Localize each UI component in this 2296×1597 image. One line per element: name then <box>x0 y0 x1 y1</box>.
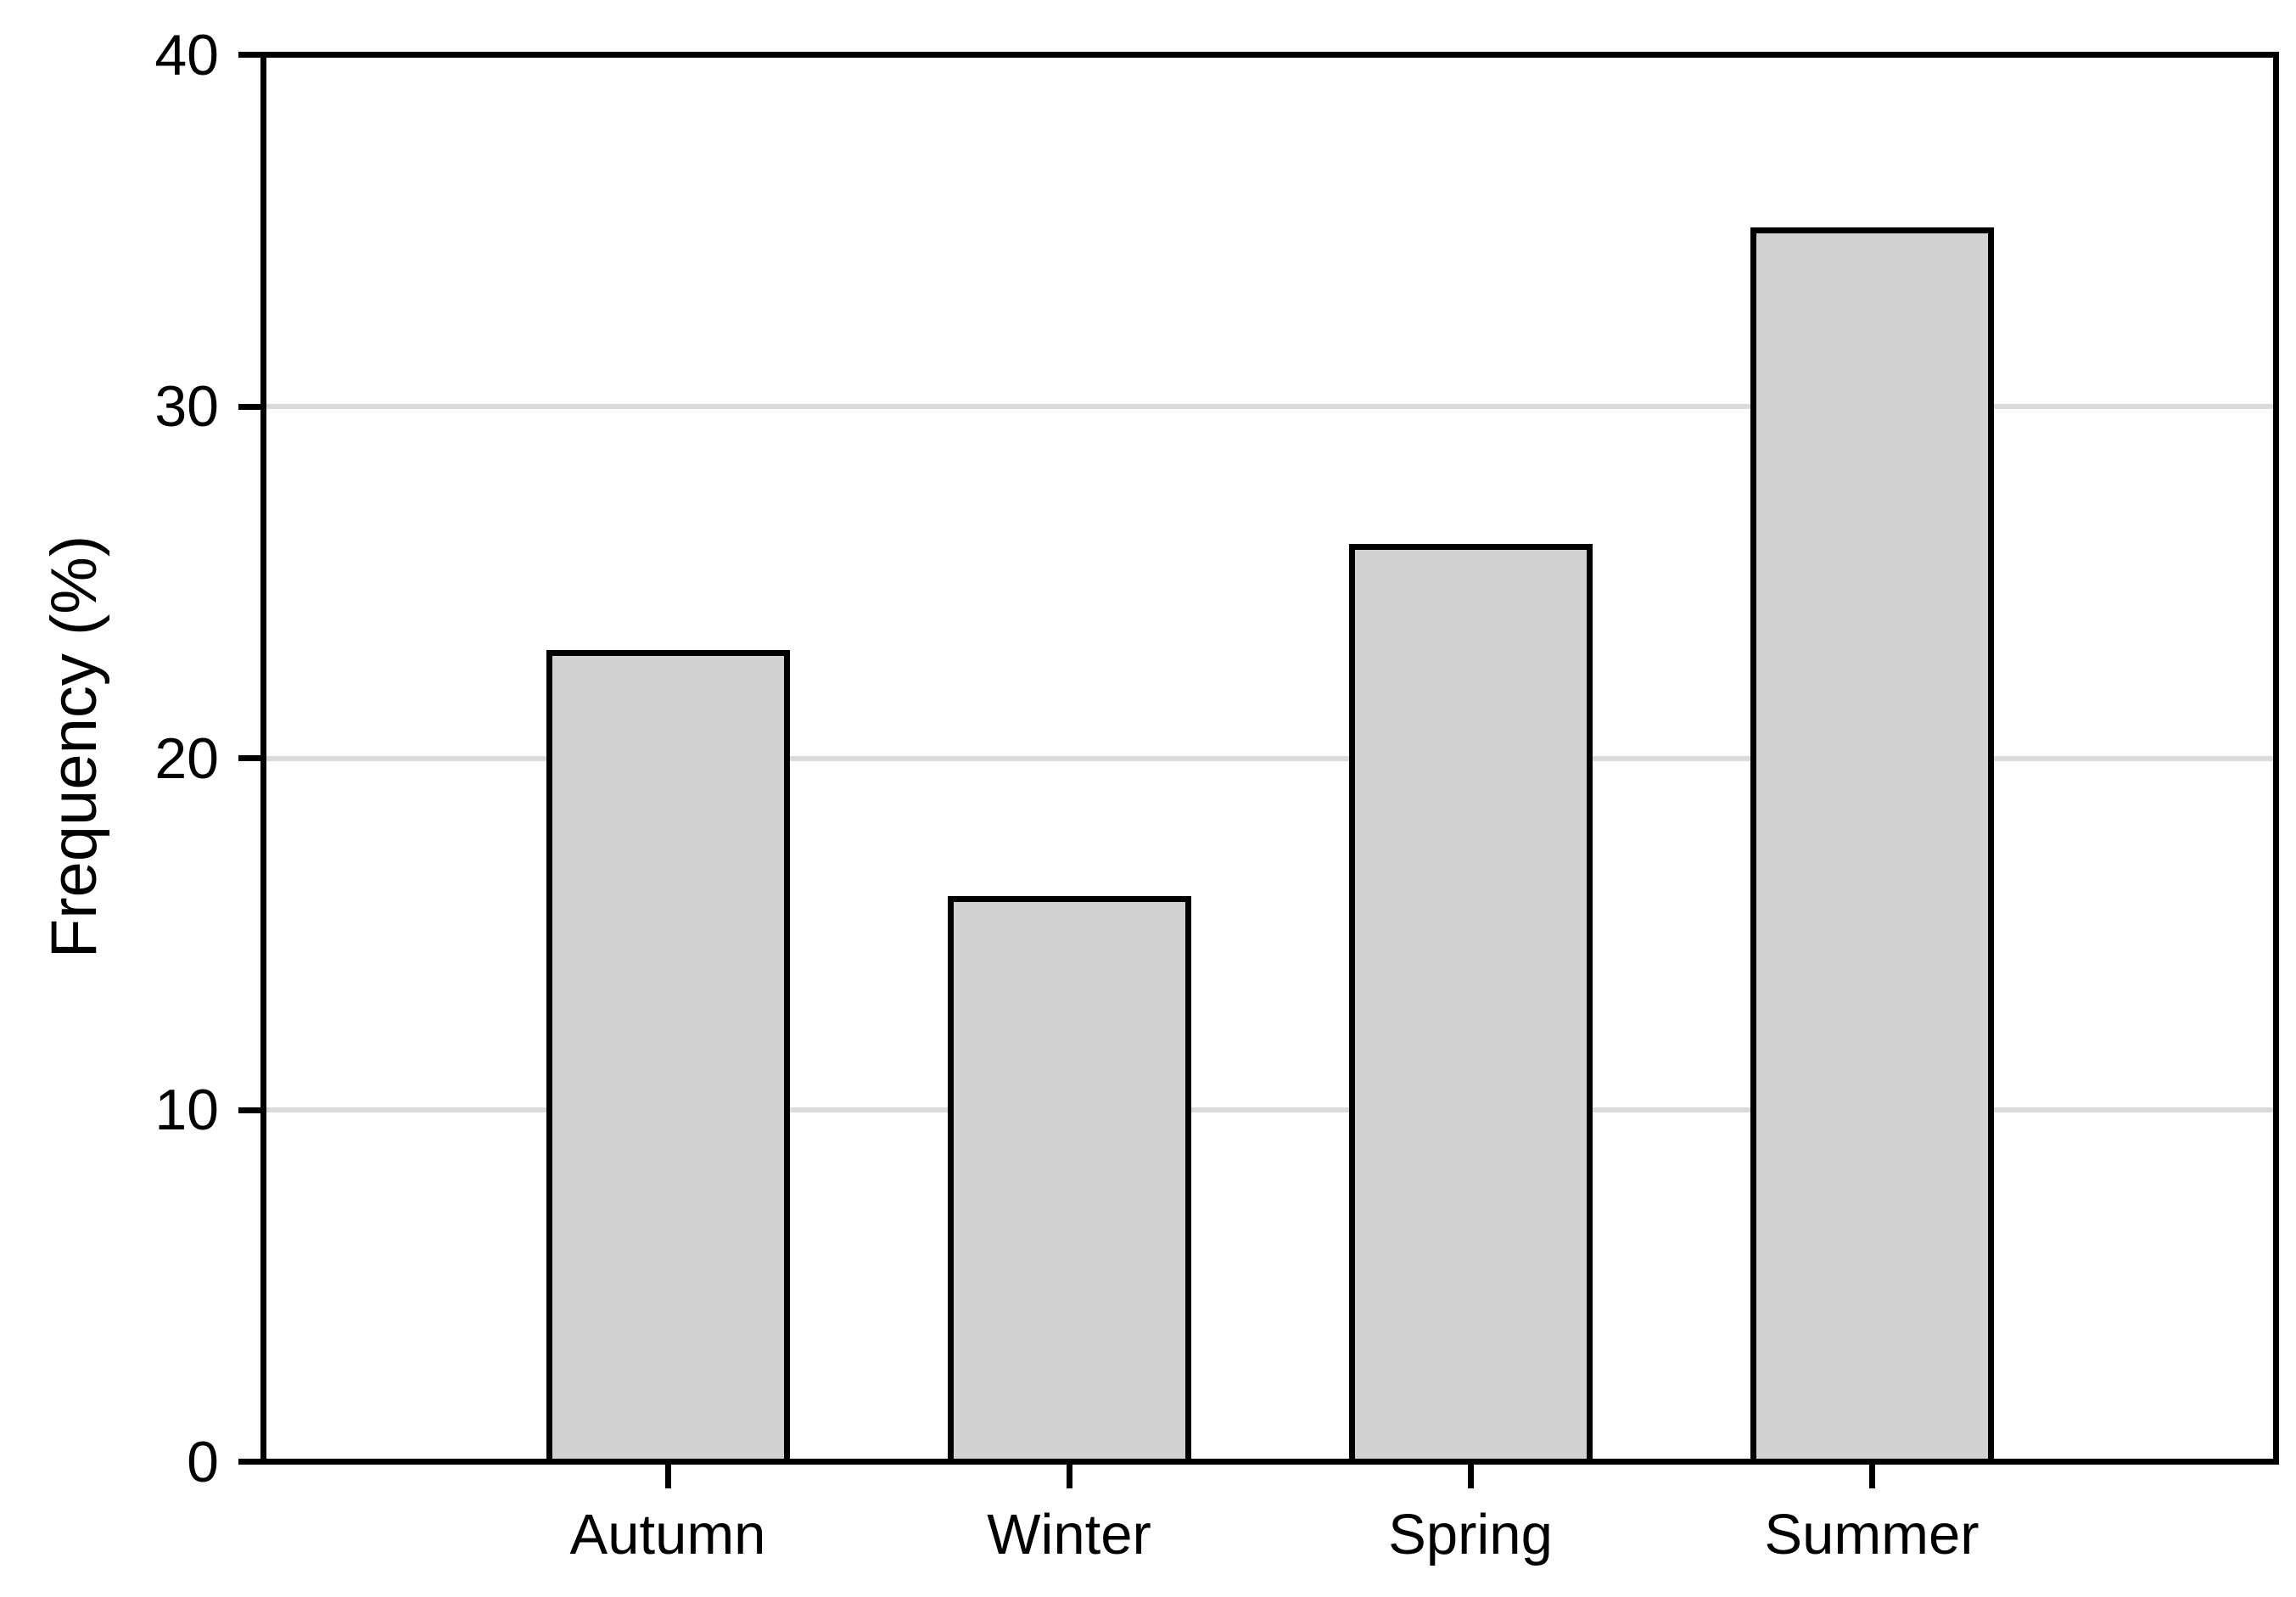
gridline <box>266 1107 2273 1112</box>
x-category-label: Summer <box>1764 1503 1980 1566</box>
gridline <box>266 755 2273 761</box>
y-tick-label: 10 <box>154 1078 219 1142</box>
x-category-label: Winter <box>987 1503 1151 1566</box>
x-category-label: Spring <box>1388 1503 1553 1566</box>
x-tick-mark <box>664 1465 671 1488</box>
y-tick-label: 20 <box>154 726 219 791</box>
y-tick-label: 40 <box>154 22 219 87</box>
y-tick-mark <box>238 1107 260 1113</box>
gridline <box>266 404 2273 409</box>
bar-autumn <box>546 649 790 1459</box>
bar-spring <box>1348 544 1593 1459</box>
plot-area <box>260 52 2279 1465</box>
x-tick-mark <box>1467 1465 1474 1488</box>
bar-winter <box>947 895 1191 1459</box>
y-tick-mark <box>238 403 260 410</box>
y-tick-label: 0 <box>187 1429 219 1494</box>
y-tick-mark <box>238 1459 260 1465</box>
bars-layer <box>266 58 2273 1459</box>
y-tick-label: 30 <box>154 374 219 439</box>
x-tick-mark <box>1066 1465 1072 1488</box>
bar-summer <box>1750 227 1994 1459</box>
y-tick-mark <box>238 52 260 58</box>
gridlines-layer <box>266 58 2273 1459</box>
y-tick-mark <box>238 755 260 761</box>
x-tick-mark <box>1868 1465 1875 1488</box>
x-category-label: Autumn <box>569 1503 766 1566</box>
